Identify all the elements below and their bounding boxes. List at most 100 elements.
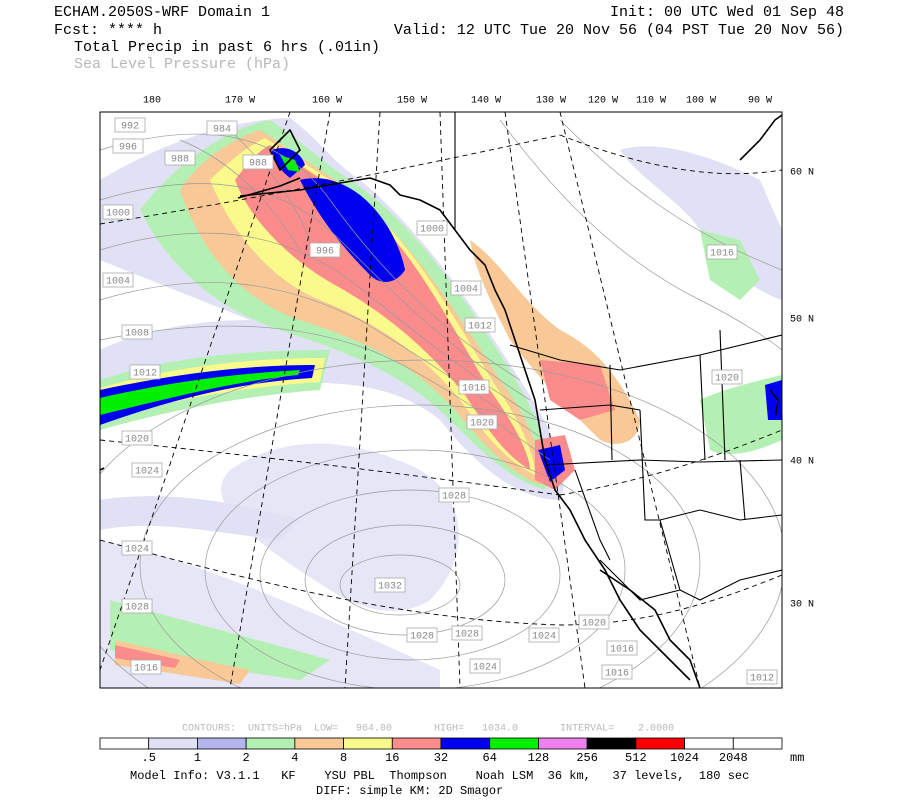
isobar-label-box [102, 272, 134, 288]
latitude-label: 30 N [790, 600, 814, 611]
isobar-label-box [528, 627, 560, 643]
colorbar-label: 32 [434, 751, 448, 765]
isobar-label-box [121, 430, 153, 446]
graticule [100, 112, 782, 688]
isobar-label: 996 [316, 247, 334, 258]
colorbar-label: 1024 [670, 751, 699, 765]
colorbar-label: 512 [625, 751, 647, 765]
colorbar-swatch [732, 737, 783, 750]
isobar-label: 1020 [470, 419, 494, 430]
isobar-label-box [451, 625, 483, 641]
title: ECHAM.2050S-WRF Domain 1 [54, 4, 270, 21]
isobar-label-box [466, 414, 498, 430]
isobar-label-box [469, 658, 501, 674]
isobar-label-box [450, 280, 482, 296]
colorbar-swatch [343, 737, 393, 750]
isobar-label: 1012 [133, 369, 157, 380]
isobar-label-box [242, 154, 274, 170]
isobar-label: 1028 [455, 630, 479, 641]
isobar-label: 1012 [750, 674, 774, 685]
colorbar-label: 4 [291, 751, 298, 765]
map-frame [99, 111, 783, 689]
isobar-label-box [416, 220, 448, 236]
isobar-label: 1024 [532, 632, 556, 643]
isobar-label-box [130, 659, 162, 675]
diff-info: DIFF: simple KM: 2D Smagor [316, 784, 503, 798]
isobar-label-box [464, 317, 496, 333]
colorbar-swatch [148, 737, 198, 750]
isobar-label: 1028 [442, 492, 466, 503]
latitude-label: 60 N [790, 168, 814, 179]
colorbar-swatch [586, 737, 637, 750]
isobar-label: 1016 [610, 645, 634, 656]
isobar-label-box [121, 598, 153, 614]
longitude-label: 120 W [588, 96, 618, 107]
isobar-label-box [129, 364, 161, 380]
isobar-label: 992 [121, 122, 139, 133]
valid-time: Valid: 12 UTC Tue 20 Nov 56 (04 PST Tue … [394, 22, 844, 39]
colorbar-label: 2 [243, 751, 250, 765]
isobar-label: 1020 [125, 435, 149, 446]
isobar-label: 1028 [125, 603, 149, 614]
colorbar-swatch [440, 737, 491, 750]
colorbar-swatch [489, 737, 539, 750]
colorbar-swatch [245, 737, 296, 750]
isobar-label-box [406, 627, 438, 643]
isobar-label: 1020 [582, 619, 606, 630]
isobar-label: 1016 [462, 384, 486, 395]
isobar-label: 1016 [134, 664, 158, 675]
colorbar-label: 16 [385, 751, 399, 765]
isobar-label-box [746, 669, 778, 685]
isobar-label: 1016 [605, 669, 629, 680]
colorbar-swatch [197, 737, 247, 750]
init-time: Init: 00 UTC Wed 01 Sep 48 [610, 4, 844, 21]
colorbar-label: .5 [142, 751, 156, 765]
isobar-label-box [374, 577, 406, 593]
isobar-label: 988 [171, 155, 189, 166]
isobar-label-box [438, 487, 470, 503]
colorbar: .5 1 2 4 8 16 32 64 128 256 512 1024 2048 mm [99, 737, 804, 765]
isobar-label-box [131, 462, 163, 478]
isobar-label: 984 [213, 125, 231, 136]
isobar-label: 1024 [125, 545, 149, 556]
latitude-label: 50 N [790, 315, 814, 326]
isobar-label: 1004 [454, 285, 478, 296]
longitude-label: 100 W [686, 96, 716, 107]
isobar-label-box [121, 540, 153, 556]
longitude-label: 140 W [471, 96, 501, 107]
isobar-label: 996 [119, 143, 137, 154]
isobar-label: 988 [249, 159, 267, 170]
longitude-label: 170 W [225, 96, 255, 107]
colorbar-swatch [684, 737, 734, 750]
longitude-label: 180 [143, 96, 161, 107]
isobar-label: 1024 [135, 467, 159, 478]
colorbar-label: 8 [340, 751, 347, 765]
latitude-label: 40 N [790, 457, 814, 468]
isobar-label: 1012 [468, 322, 492, 333]
contour-info: CONTOURS: UNITS=hPa LOW= 964.00 HIGH= 10… [182, 723, 674, 735]
isobar-label-box [121, 324, 153, 340]
field-label: Total Precip in past 6 hrs (.01in) [74, 39, 380, 56]
colorbar-swatch [391, 737, 442, 750]
isobar-labels: 992 984 996 988 988 1000 1004 1008 1012 1020 1024 1… [102, 117, 778, 685]
colorbar-swatch [99, 737, 150, 750]
colorbar-swatch [294, 737, 344, 750]
isobar-label-box [706, 244, 738, 260]
isobar-label-box [114, 117, 146, 133]
colorbar-label: 2048 [719, 751, 748, 765]
axis-labels: 180 170 W 160 W 150 W 140 W 130 W 120 W 110 W 10… [143, 96, 814, 611]
isobar-label-box [601, 664, 633, 680]
isobar-label-box [112, 138, 144, 154]
isobar-label-box [206, 120, 238, 136]
colorbar-swatch [538, 737, 588, 750]
field-label: Sea Level Pressure (hPa) [74, 56, 290, 73]
colorbar-label: 256 [576, 751, 598, 765]
colorbar-label: 1 [194, 751, 201, 765]
longitude-label: 150 W [397, 96, 427, 107]
isobar-label-box [578, 614, 610, 630]
colorbar-unit: mm [790, 751, 804, 765]
isobar-label-box [164, 150, 196, 166]
longitude-label: 90 W [748, 96, 772, 107]
